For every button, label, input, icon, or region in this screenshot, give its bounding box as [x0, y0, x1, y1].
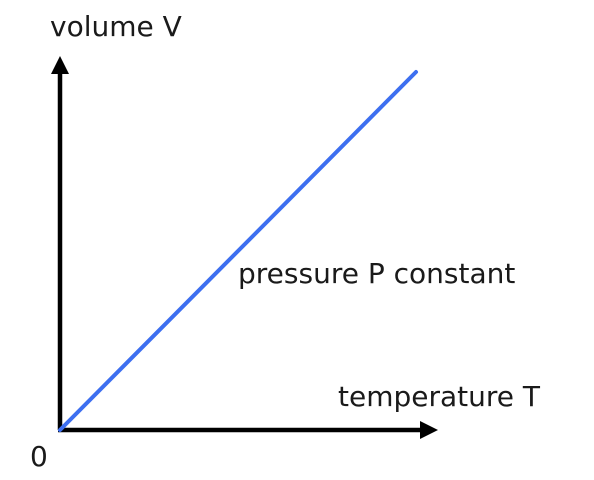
series-line-0 — [58, 70, 418, 432]
x-axis-label: temperature T — [338, 380, 541, 413]
y-axis-label: volume V — [50, 10, 182, 43]
y-axis-arrowhead — [51, 56, 69, 74]
x-axis-arrowhead — [420, 421, 438, 439]
series-layer — [58, 70, 418, 432]
line-annotation: pressure P constant — [238, 257, 515, 290]
origin-label: 0 — [30, 440, 48, 473]
